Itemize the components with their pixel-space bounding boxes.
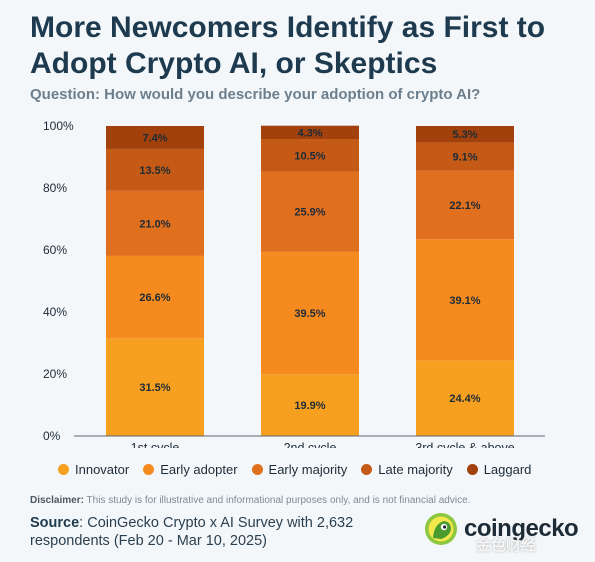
data-label: 39.1% <box>449 295 480 307</box>
legend-label: Late majority <box>378 462 453 477</box>
legend-item: Early majority <box>251 462 348 477</box>
y-tick-label: 60% <box>43 243 67 257</box>
legend-label: Innovator <box>75 462 130 477</box>
gecko-logo-icon <box>425 513 457 545</box>
legend-swatch <box>251 464 263 475</box>
y-tick-label: 40% <box>43 305 67 319</box>
bar-segment <box>106 126 204 149</box>
y-tick-label: 80% <box>43 181 67 195</box>
data-label: 5.3% <box>452 129 477 141</box>
source-note: Source: CoinGecko Crypto x AI Survey wit… <box>30 514 390 550</box>
watermark-text: 金色财经 <box>476 537 537 554</box>
bar-segment <box>416 126 514 143</box>
legend-swatch <box>143 464 155 475</box>
chart-title: More Newcomers Identify as First to Adop… <box>30 11 546 80</box>
data-label: 25.9% <box>294 207 325 219</box>
bar-segment <box>416 360 514 436</box>
x-tick-label: 3rd cycle & above <box>415 441 514 448</box>
data-label: 7.4% <box>142 132 167 144</box>
data-label: 10.5% <box>294 150 325 162</box>
legend-swatch <box>466 464 478 475</box>
data-label: 4.3% <box>297 127 322 139</box>
disclaimer-label: Disclaimer: <box>30 495 84 506</box>
data-label: 39.5% <box>294 308 325 320</box>
legend-swatch <box>58 464 69 475</box>
bar-segment <box>261 374 359 436</box>
bar-segment <box>106 190 204 256</box>
bar-segment <box>261 251 359 375</box>
legend-swatch <box>361 464 373 475</box>
y-tick-label: 20% <box>43 367 67 381</box>
data-label: 9.1% <box>452 152 477 164</box>
data-label: 26.6% <box>139 292 170 304</box>
x-tick-label: 2nd cycle <box>284 441 337 448</box>
source-text: : CoinGecko Crypto x AI Survey with 2,63… <box>30 515 354 549</box>
legend-item: Early adopter <box>143 462 238 477</box>
bar-segment <box>416 170 514 240</box>
legend-label: Laggard <box>483 462 532 477</box>
disclaimer-text: This study is for illustrative and infor… <box>83 495 471 506</box>
legend-item: Late majority <box>361 462 453 477</box>
disclaimer: Disclaimer: This study is for illustrati… <box>30 495 570 506</box>
bar-segment <box>106 338 204 436</box>
legend-label: Early majority <box>268 462 348 477</box>
bar-segment <box>106 255 204 339</box>
bar-segment <box>261 171 359 252</box>
bar-segment <box>106 148 204 191</box>
stacked-bar-chart: 0% 20% 40% 60% 80% 100% 31.5% 26.6% 21.0% 13.5% 7.… <box>43 119 545 448</box>
y-tick-label: 0% <box>43 429 61 443</box>
bar-segment <box>416 142 514 171</box>
legend-item: Laggard <box>466 462 532 477</box>
source-label: Source <box>30 515 80 531</box>
data-label: 13.5% <box>139 165 170 177</box>
chart-subtitle: Question: How would you describe your ad… <box>30 86 481 103</box>
chart-legend: Innovator Early adopter Early majority Late… <box>58 462 531 477</box>
data-label: 31.5% <box>139 382 170 394</box>
data-label: 19.9% <box>294 400 325 412</box>
bar-segment <box>416 239 514 361</box>
legend-label: Early adopter <box>160 462 238 477</box>
y-tick-label: 100% <box>43 119 74 133</box>
x-tick-label: 1st cycle <box>131 441 180 448</box>
brand-logo: coingecko <box>424 512 579 546</box>
bar-segment <box>261 125 359 140</box>
data-label: 22.1% <box>449 200 480 212</box>
legend-item: Innovator <box>58 462 129 477</box>
brand-name: coingecko <box>464 515 579 542</box>
data-label: 21.0% <box>139 218 170 230</box>
bar-segment <box>261 139 359 172</box>
data-label: 24.4% <box>449 393 480 405</box>
